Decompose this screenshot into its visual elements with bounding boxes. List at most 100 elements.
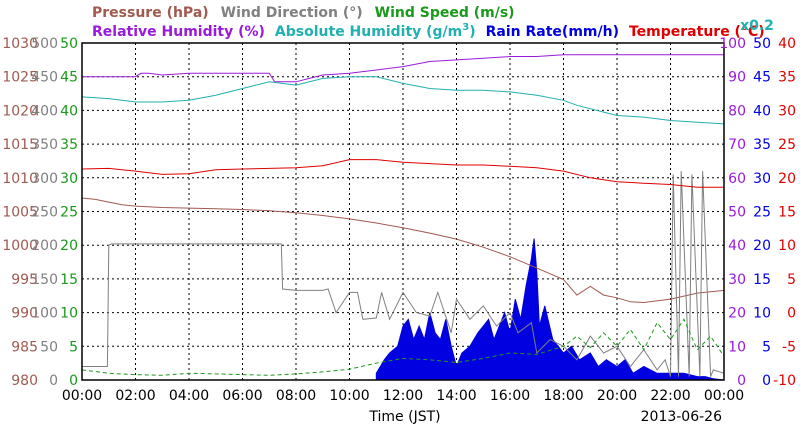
y-tick-humidity: 30 bbox=[728, 272, 746, 288]
series-temperature bbox=[81, 159, 724, 188]
y-tick-pressure: 995 bbox=[11, 272, 38, 288]
y-tick-wind-speed: 20 bbox=[60, 238, 78, 254]
y-tick-pressure: 1025 bbox=[2, 70, 38, 86]
chart-date: 2013-06-26 bbox=[641, 409, 722, 425]
y-tick-wind-speed: 50 bbox=[60, 36, 78, 52]
x-tick-label: 22:00 bbox=[650, 388, 690, 404]
y-tick-humidity: 70 bbox=[728, 137, 746, 153]
y-tick-humidity: 10 bbox=[728, 339, 746, 355]
header-label-2: Wind Speed (m/s) bbox=[375, 5, 515, 21]
y-tick-pressure: 990 bbox=[11, 306, 38, 322]
y-tick-rain-rate: 5 bbox=[762, 339, 771, 355]
x-tick-label: 14:00 bbox=[436, 388, 476, 404]
series-relative-humidity bbox=[82, 54, 724, 83]
y-tick-pressure: 1005 bbox=[2, 205, 38, 221]
y-tick-humidity: 20 bbox=[728, 306, 746, 322]
header-legend-0: Relative Humidity (%) bbox=[92, 24, 265, 40]
y-tick-pressure: 1010 bbox=[2, 171, 38, 187]
y-tick-wind-direction: 100 bbox=[31, 306, 58, 322]
header-legend-text: Rain Rate(mm/h) bbox=[486, 24, 619, 40]
y-tick-wind-direction: 250 bbox=[31, 205, 58, 221]
x-tick-label: 16:00 bbox=[490, 388, 530, 404]
series-lines bbox=[81, 54, 725, 377]
y-tick-pressure: 1020 bbox=[2, 103, 38, 119]
y-tick-wind-speed: 15 bbox=[60, 272, 78, 288]
plot-frame bbox=[81, 42, 725, 381]
y-tick-temperature: 40 bbox=[778, 36, 796, 52]
y-tick-humidity: 80 bbox=[728, 103, 746, 119]
x-tick-label: 00:00 bbox=[62, 388, 102, 404]
y-tick-humidity: 100 bbox=[719, 36, 746, 52]
y-tick-humidity: 50 bbox=[728, 205, 746, 221]
y-tick-temperature: 15 bbox=[778, 205, 796, 221]
y-tick-rain-rate: 50 bbox=[753, 36, 771, 52]
y-tick-wind-direction: 150 bbox=[31, 272, 58, 288]
y-tick-wind-direction: 0 bbox=[49, 373, 58, 389]
header-legend-1: Absolute Humidity (g/m3) bbox=[275, 22, 476, 40]
y-tick-temperature: 25 bbox=[778, 137, 796, 153]
header-legend-sup: 3 bbox=[462, 22, 469, 33]
y-tick-rain-rate: 25 bbox=[753, 205, 771, 221]
y-tick-wind-direction: 500 bbox=[31, 36, 58, 52]
y-tick-temperature: 5 bbox=[787, 272, 796, 288]
x-tick-label: 06:00 bbox=[222, 388, 262, 404]
y-tick-rain-rate: 45 bbox=[753, 70, 771, 86]
x-tick-label: 20:00 bbox=[597, 388, 637, 404]
y-tick-temperature: 0 bbox=[787, 306, 796, 322]
header-legend-tail: ) bbox=[469, 24, 475, 40]
x-tick-label: 18:00 bbox=[543, 388, 583, 404]
y-tick-pressure: 1030 bbox=[2, 36, 38, 52]
x-tick-label: 10:00 bbox=[329, 388, 369, 404]
header-legend-3: Temperature (°C) bbox=[629, 24, 765, 40]
x-tick-label: 04:00 bbox=[169, 388, 209, 404]
header-legend-text: Absolute Humidity (g/m bbox=[275, 24, 462, 40]
y-tick-wind-direction: 50 bbox=[40, 339, 58, 355]
header-legend-text: Temperature (°C) bbox=[629, 24, 765, 40]
y-tick-humidity: 40 bbox=[728, 238, 746, 254]
y-tick-humidity: 90 bbox=[728, 70, 746, 86]
y-tick-wind-speed: 40 bbox=[60, 103, 78, 119]
y-tick-wind-direction: 400 bbox=[31, 103, 58, 119]
y-tick-temperature: 20 bbox=[778, 171, 796, 187]
y-tick-rain-rate: 35 bbox=[753, 137, 771, 153]
x-axis-title: Time (JST) bbox=[368, 409, 440, 425]
header-legend-text: Relative Humidity (%) bbox=[92, 24, 265, 40]
series-pressure bbox=[81, 197, 725, 304]
chart-header: Pressure (hPa) Wind Direction (°) Wind Spe… bbox=[92, 5, 774, 40]
series-absolute-humidity bbox=[81, 76, 725, 125]
y-tick-temperature: 10 bbox=[778, 238, 796, 254]
y-tick-rain-rate: 30 bbox=[753, 171, 771, 187]
y-tick-wind-speed: 45 bbox=[60, 70, 78, 86]
series-wind-speed bbox=[81, 318, 725, 376]
header-legend-2: Rain Rate(mm/h) bbox=[486, 24, 619, 40]
y-tick-wind-direction: 450 bbox=[31, 70, 58, 86]
y-tick-rain-rate: 10 bbox=[753, 306, 771, 322]
y-tick-humidity: 60 bbox=[728, 171, 746, 187]
y-tick-pressure: 1015 bbox=[2, 137, 38, 153]
y-tick-humidity: 0 bbox=[737, 373, 746, 389]
rain-rate-area bbox=[375, 238, 725, 381]
y-tick-wind-speed: 0 bbox=[69, 373, 78, 389]
series-wind-direction bbox=[82, 171, 725, 377]
y-tick-temperature: 30 bbox=[778, 103, 796, 119]
y-tick-wind-direction: 300 bbox=[31, 171, 58, 187]
y-tick-pressure: 1000 bbox=[2, 238, 38, 254]
x-axis: 00:00 02:00 04:00 06:00 08:00 10:00 12:00 14:00… bbox=[62, 388, 744, 425]
x-tick-label: 08:00 bbox=[276, 388, 316, 404]
left-axes: 1030102510201015101010051000995990985980… bbox=[2, 36, 78, 389]
series-rain-rate bbox=[375, 238, 725, 381]
y-tick-rain-rate: 0 bbox=[762, 373, 771, 389]
y-tick-wind-direction: 200 bbox=[31, 238, 58, 254]
x-tick-label: 12:00 bbox=[383, 388, 423, 404]
y-tick-pressure: 985 bbox=[11, 339, 38, 355]
header-multiplier: x0.2 bbox=[740, 18, 774, 34]
x-tick-label: 00:00 bbox=[704, 388, 744, 404]
x-tick-label: 02:00 bbox=[115, 388, 155, 404]
y-tick-wind-speed: 35 bbox=[60, 137, 78, 153]
header-label-1: Wind Direction (°) bbox=[221, 5, 363, 21]
y-tick-wind-speed: 10 bbox=[60, 306, 78, 322]
right-axes: 1009080706050403020100504540353025201510… bbox=[719, 36, 796, 389]
header-label-0: Pressure (hPa) bbox=[92, 5, 209, 21]
